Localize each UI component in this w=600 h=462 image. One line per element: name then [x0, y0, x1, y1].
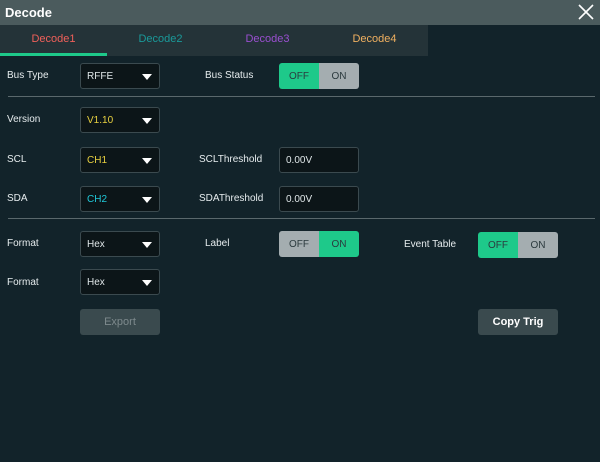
copy-trig-button[interactable]: Copy Trig [478, 309, 558, 335]
format-value: Hex [87, 277, 105, 288]
event-table-toggle[interactable]: OFF ON [478, 232, 558, 258]
off-option[interactable]: OFF [279, 231, 319, 257]
tab-decode2[interactable]: Decode2 [138, 33, 183, 45]
label-toggle-label: Label [205, 238, 230, 249]
sda-dropdown[interactable]: CH2 [80, 186, 160, 212]
caret-down-icon [142, 197, 152, 203]
scl-label: SCL [7, 154, 27, 165]
close-icon[interactable] [576, 2, 596, 22]
tab-decode1[interactable]: Decode1 [31, 33, 76, 45]
scl-threshold-label: SCLThreshold [199, 154, 263, 165]
divider [8, 96, 595, 97]
tab-decode3[interactable]: Decode3 [245, 33, 290, 45]
tab-bar: Decode1 Decode2 Decode3 Decode4 [0, 25, 428, 56]
tab-decode4[interactable]: Decode4 [352, 33, 397, 45]
bus-status-toggle[interactable]: OFF ON [279, 63, 359, 89]
format-dropdown[interactable]: Hex [80, 231, 160, 257]
title-bar [0, 0, 600, 25]
caret-down-icon [142, 242, 152, 248]
format-label-2: Format [7, 277, 39, 288]
off-option[interactable]: OFF [478, 232, 518, 258]
sda-value: CH2 [87, 194, 108, 205]
sda-threshold-label: SDAThreshold [199, 193, 264, 204]
scl-threshold-input[interactable]: 0.00V [279, 147, 359, 173]
on-option[interactable]: ON [319, 231, 359, 257]
on-option[interactable]: ON [319, 63, 359, 89]
sda-threshold-input[interactable]: 0.00V [279, 186, 359, 212]
version-value: V1.10 [87, 115, 114, 126]
format-value: Hex [87, 239, 105, 250]
on-option[interactable]: ON [518, 232, 558, 258]
bus-type-label: Bus Type [7, 70, 49, 81]
caret-down-icon [142, 74, 152, 80]
dialog-title: Decode [5, 5, 52, 20]
caret-down-icon [142, 158, 152, 164]
bus-status-label: Bus Status [205, 70, 254, 81]
format-label: Format [7, 238, 39, 249]
caret-down-icon [142, 118, 152, 124]
active-tab-indicator [0, 53, 107, 56]
bus-type-dropdown[interactable]: RFFE [80, 63, 160, 89]
label-toggle[interactable]: OFF ON [279, 231, 359, 257]
version-label: Version [7, 114, 41, 125]
off-option[interactable]: OFF [279, 63, 319, 89]
scl-value: CH1 [87, 155, 108, 166]
event-table-label: Event Table [404, 239, 457, 250]
bus-type-value: RFFE [87, 71, 114, 82]
caret-down-icon [142, 280, 152, 286]
sda-label: SDA [7, 193, 28, 204]
version-dropdown[interactable]: V1.10 [80, 107, 160, 133]
divider [8, 218, 595, 219]
format-dropdown-2[interactable]: Hex [80, 269, 160, 295]
export-button[interactable]: Export [80, 309, 160, 335]
scl-dropdown[interactable]: CH1 [80, 147, 160, 173]
